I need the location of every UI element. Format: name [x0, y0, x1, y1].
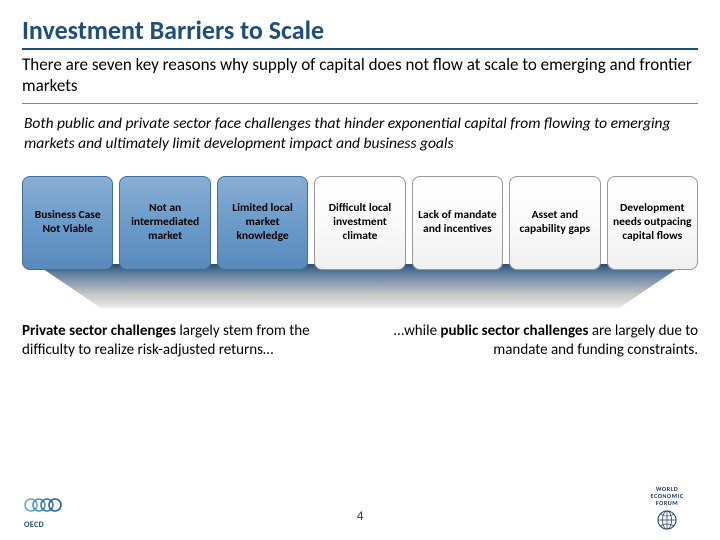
- convergence-wedge: [22, 264, 698, 308]
- wef-globe-icon: [656, 509, 678, 531]
- barrier-box: Asset and capability gaps: [509, 176, 600, 270]
- barriers-row: Business Case Not Viable Not an intermed…: [22, 176, 698, 270]
- intro-text: Both public and private sector face chal…: [22, 114, 698, 154]
- slide-footer: OECD 4 WORLD ECONOMIC FORUM: [0, 480, 720, 528]
- wef-line3: FORUM: [638, 500, 696, 507]
- public-pre: …while: [394, 322, 441, 340]
- slide-title: Investment Barriers to Scale: [22, 14, 698, 50]
- public-bold: public sector challenges: [440, 322, 588, 340]
- lower-text-row: Private sector challenges largely stem f…: [22, 322, 698, 361]
- wef-logo: WORLD ECONOMIC FORUM: [638, 486, 696, 530]
- oecd-logo: OECD: [24, 496, 88, 526]
- slide-subtitle: There are seven key reasons why supply o…: [22, 54, 698, 104]
- barrier-box: Difficult local investment climate: [314, 176, 405, 270]
- barrier-box: Limited local market knowledge: [217, 176, 308, 270]
- private-bold: Private sector challenges: [22, 322, 176, 340]
- public-sector-note: …while public sector challenges are larg…: [387, 322, 698, 361]
- private-sector-note: Private sector challenges largely stem f…: [22, 322, 333, 361]
- oecd-label: OECD: [24, 520, 88, 530]
- barrier-box: Not an intermediated market: [119, 176, 210, 270]
- barrier-box: Development needs outpacing capital flow…: [607, 176, 698, 270]
- page-number: 4: [357, 509, 364, 524]
- barrier-box: Business Case Not Viable: [22, 176, 113, 270]
- barrier-box: Lack of mandate and incentives: [412, 176, 503, 270]
- barriers-diagram: Business Case Not Viable Not an intermed…: [22, 176, 698, 308]
